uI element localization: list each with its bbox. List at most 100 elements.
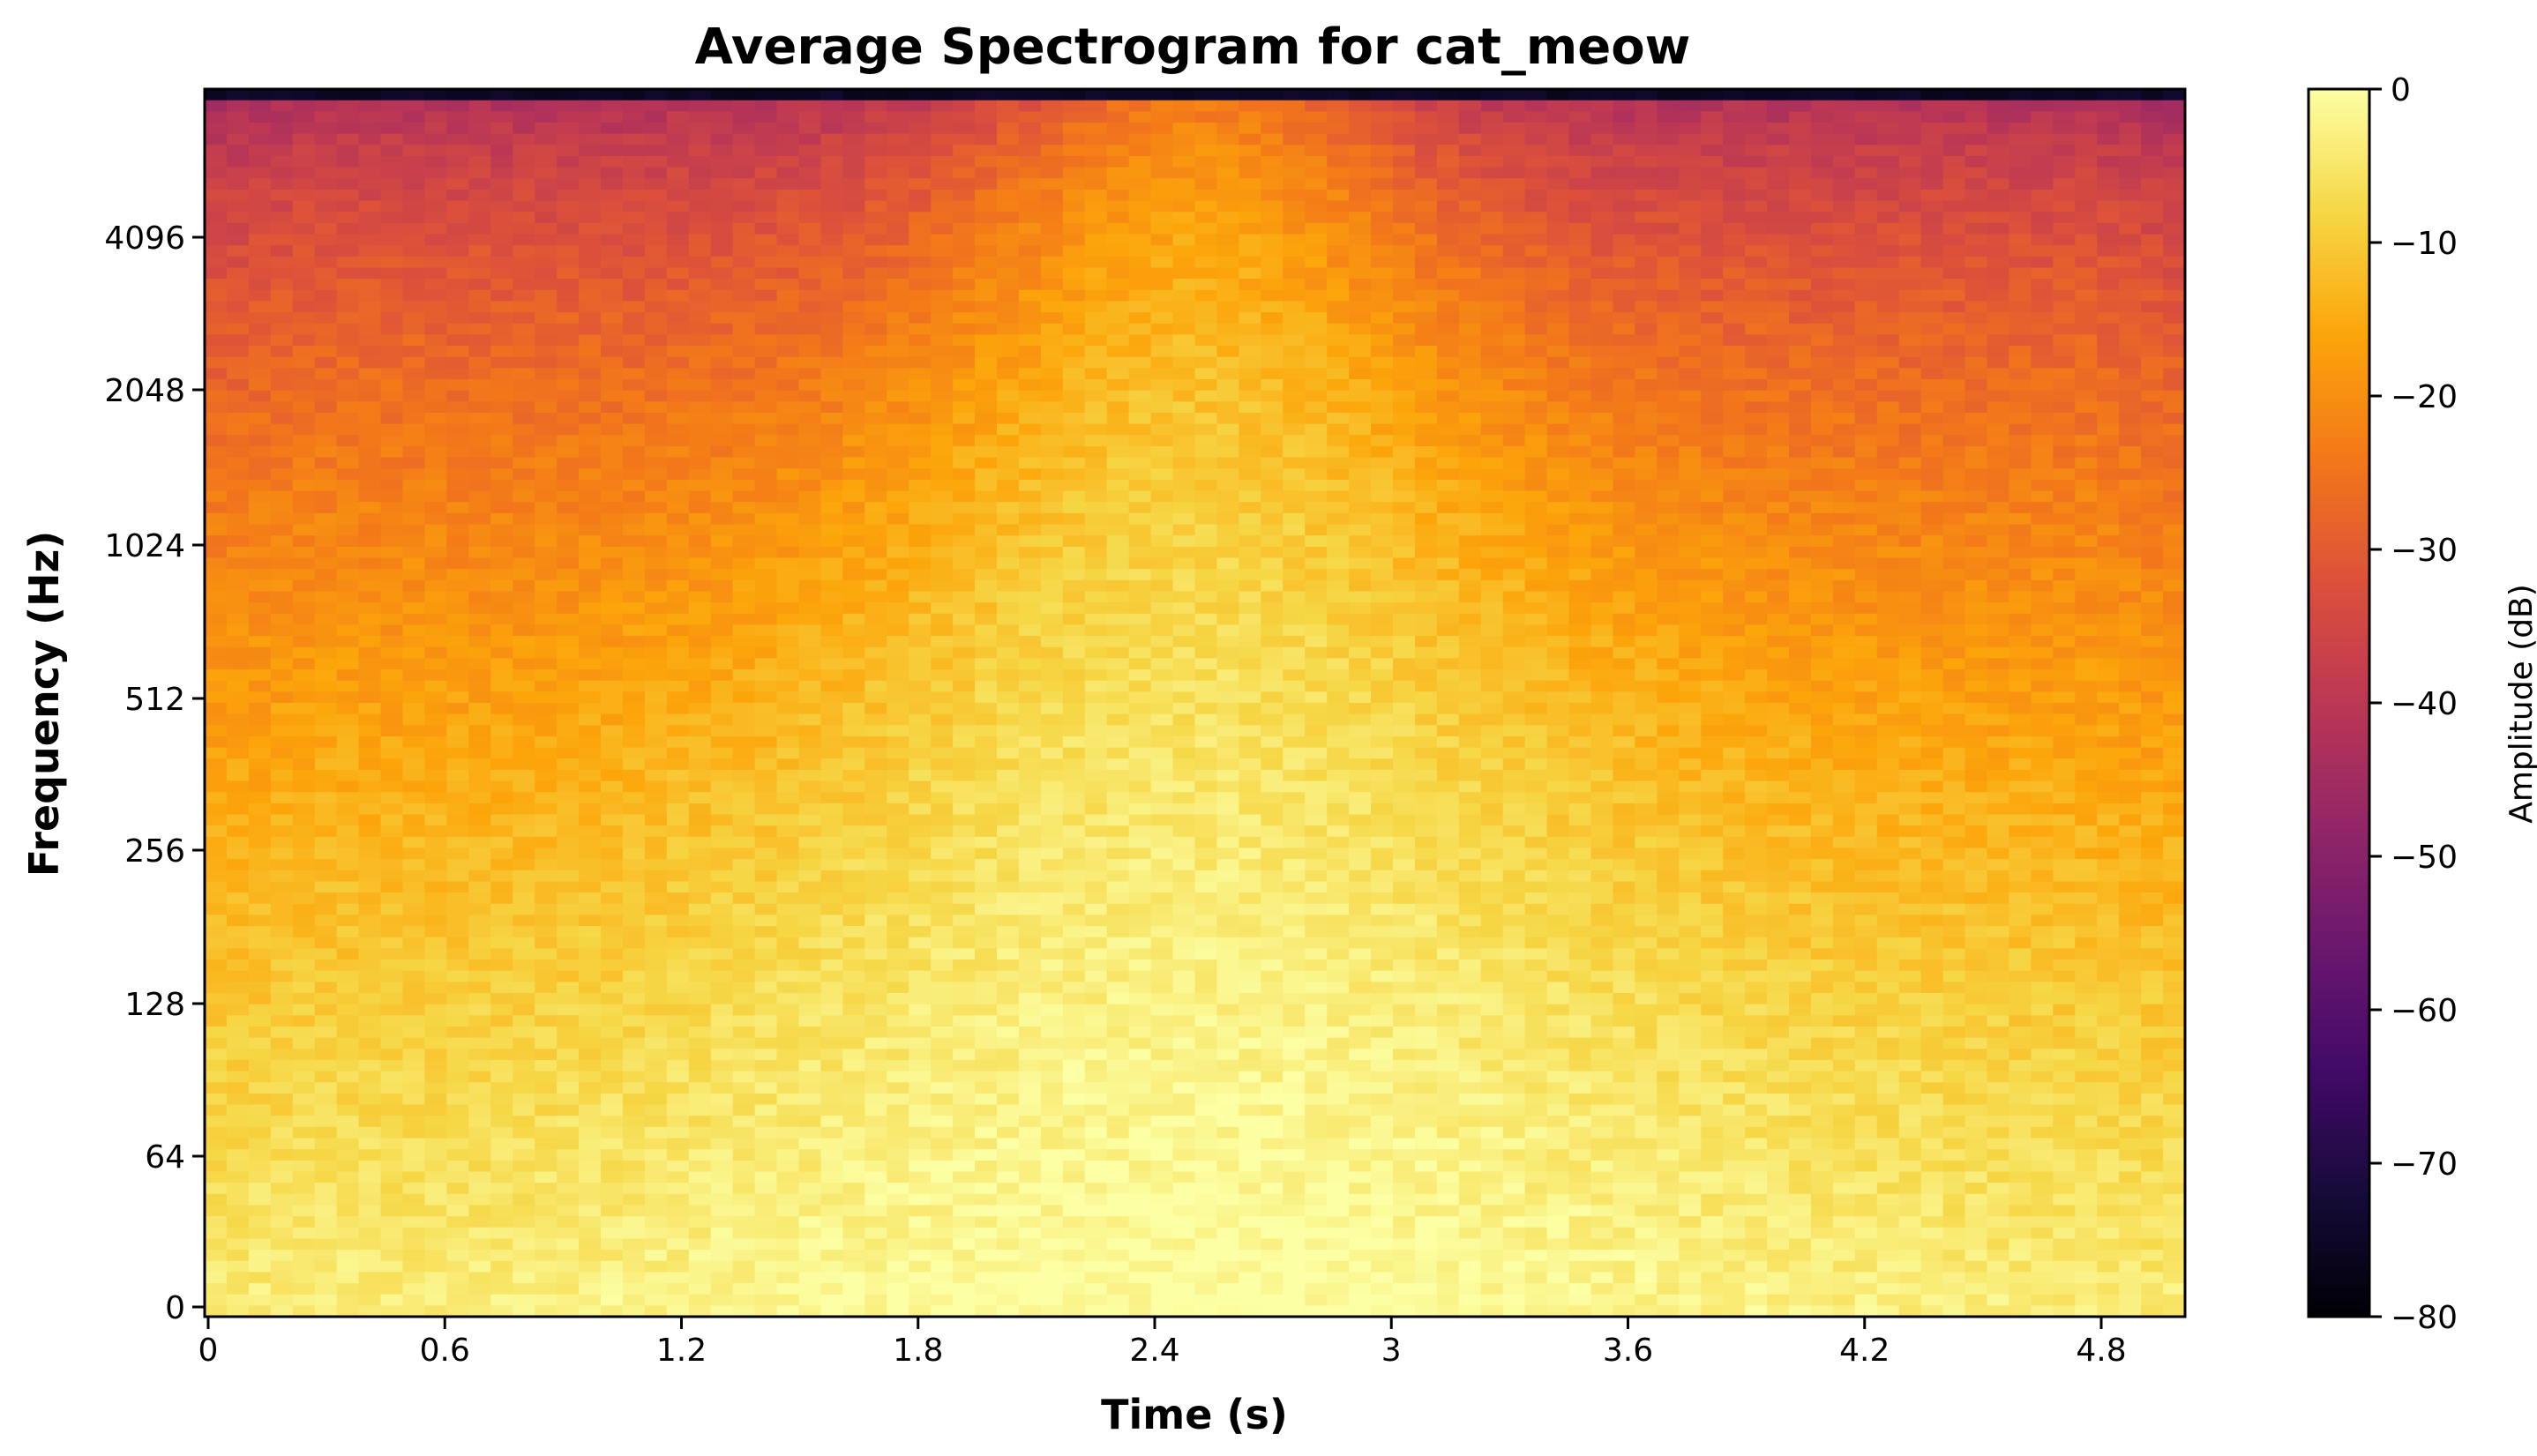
heatmap-cell	[601, 145, 624, 157]
heatmap-cell	[1414, 457, 1438, 470]
heatmap-cell	[1789, 189, 1812, 202]
heatmap-cell	[205, 312, 228, 325]
heatmap-cell	[446, 167, 470, 180]
heatmap-cell	[1349, 546, 1372, 559]
heatmap-cell	[1283, 346, 1306, 358]
heatmap-cell	[1349, 122, 1372, 135]
heatmap-cell	[1305, 145, 1328, 157]
heatmap-cell	[2009, 189, 2032, 202]
heatmap-cell	[688, 490, 712, 504]
heatmap-cell	[2097, 669, 2120, 682]
heatmap-cell	[2053, 122, 2077, 135]
heatmap-cell	[1613, 323, 1636, 336]
heatmap-cell	[1283, 658, 1306, 670]
heatmap-cell	[688, 535, 712, 548]
heatmap-cell	[1832, 245, 1856, 258]
heatmap-cell	[1987, 256, 2010, 269]
heatmap-cell	[358, 368, 382, 380]
heatmap-cell	[2097, 289, 2120, 302]
heatmap-cell	[1172, 512, 1196, 526]
heatmap-cell	[1876, 100, 1900, 113]
heatmap-cell	[1524, 267, 1548, 280]
heatmap-cell	[579, 636, 602, 648]
heatmap-cell	[2053, 222, 2077, 235]
heatmap-cell	[1898, 312, 1922, 325]
heatmap-cell	[1327, 502, 1350, 514]
heatmap-cell	[1876, 490, 1900, 504]
heatmap-cell	[1964, 445, 1988, 459]
heatmap-cell	[270, 267, 294, 280]
heatmap-cell	[1371, 624, 1394, 637]
heatmap-cell	[1854, 245, 1878, 258]
heatmap-cell	[248, 133, 272, 146]
heatmap-cell	[557, 200, 580, 213]
heatmap-cell	[1172, 245, 1196, 258]
heatmap-cell	[754, 301, 778, 313]
heatmap-cell	[1084, 445, 1108, 459]
heatmap-cell	[1635, 212, 1658, 224]
heatmap-cell	[446, 189, 470, 202]
heatmap-cell	[2053, 490, 2077, 504]
heatmap-cell	[270, 502, 294, 514]
heatmap-cell	[535, 624, 558, 637]
heatmap-cell	[666, 490, 690, 504]
heatmap-cell	[1239, 445, 1262, 459]
heatmap-cell	[1172, 100, 1196, 113]
heatmap-cell	[1018, 502, 1042, 514]
heatmap-cell	[1920, 145, 1944, 157]
heatmap-cell	[1040, 155, 1064, 168]
heatmap-cell	[1414, 512, 1438, 526]
heatmap-cell	[1436, 133, 1460, 146]
heatmap-cell	[2097, 646, 2120, 660]
heatmap-cell	[1216, 490, 1240, 504]
heatmap-cell	[601, 178, 624, 190]
heatmap-cell	[2141, 390, 2164, 403]
heatmap-cell	[1327, 133, 1350, 146]
heatmap-cell	[842, 100, 866, 113]
heatmap-cell	[2031, 212, 2054, 224]
heatmap-cell	[1854, 602, 1878, 615]
heatmap-cell	[1084, 379, 1108, 392]
heatmap-cell	[601, 167, 624, 180]
heatmap-cell	[732, 703, 756, 715]
heatmap-cell	[490, 111, 514, 123]
heatmap-cell	[644, 412, 668, 425]
heatmap-cell	[1942, 301, 1966, 313]
heatmap-cell	[226, 468, 250, 481]
heatmap-cell	[953, 535, 976, 548]
heatmap-cell	[468, 267, 492, 280]
heatmap-cell	[2119, 256, 2142, 269]
heatmap-cell	[1261, 691, 1284, 704]
heatmap-cell	[314, 279, 338, 291]
heatmap-cell	[1128, 423, 1152, 437]
heatmap-cell	[1810, 312, 1834, 325]
heatmap-cell	[1349, 669, 1372, 682]
heatmap-cell	[226, 680, 250, 693]
heatmap-cell	[997, 602, 1020, 615]
heatmap-cell	[1635, 178, 1658, 190]
heatmap-cell	[1172, 323, 1196, 336]
heatmap-cell	[1789, 569, 1812, 581]
heatmap-cell	[931, 256, 954, 269]
heatmap-cell	[622, 512, 646, 526]
heatmap-cell	[1942, 178, 1966, 190]
heatmap-cell	[1613, 535, 1636, 548]
heatmap-cell	[1898, 122, 1922, 135]
heatmap-cell	[2009, 636, 2032, 648]
heatmap-cell	[601, 457, 624, 470]
heatmap-cell	[1964, 222, 1988, 235]
heatmap-cell	[710, 245, 734, 258]
heatmap-cell	[1745, 145, 1768, 157]
heatmap-cell	[402, 669, 426, 682]
heatmap-cell	[1436, 468, 1460, 481]
heatmap-cell	[688, 680, 712, 693]
heatmap-cell	[1261, 379, 1284, 392]
heatmap-cell	[732, 423, 756, 437]
heatmap-cell	[402, 89, 426, 101]
heatmap-cell	[1789, 312, 1812, 325]
heatmap-cell	[1920, 502, 1944, 514]
heatmap-cell	[1349, 245, 1372, 258]
heatmap-cell	[909, 133, 932, 146]
heatmap-cell	[975, 457, 998, 470]
heatmap-cell	[1327, 390, 1350, 403]
